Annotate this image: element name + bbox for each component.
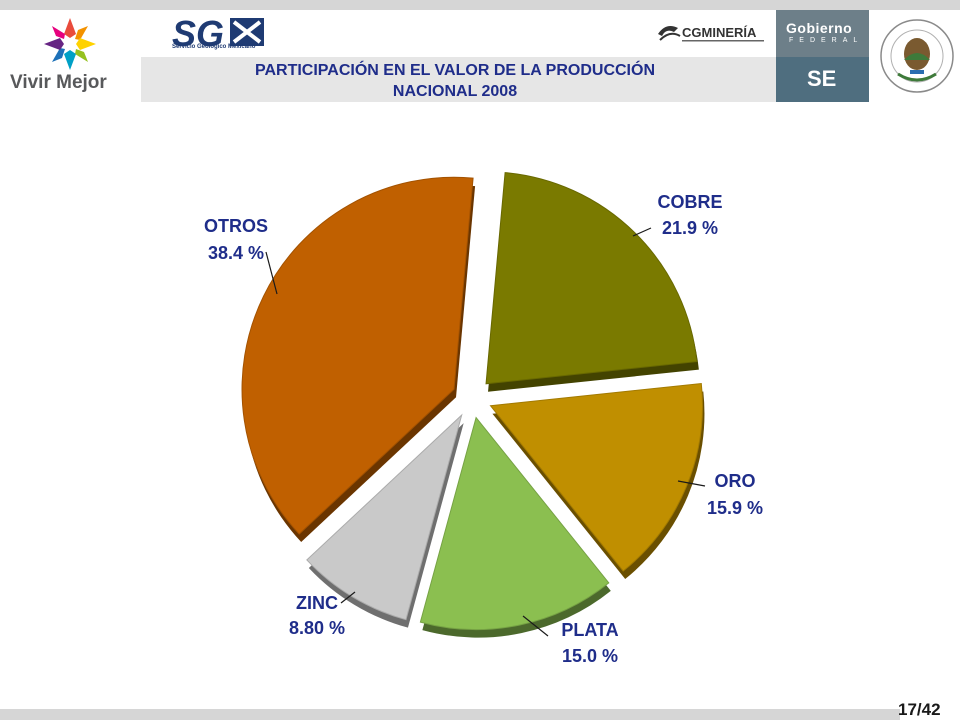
sgm-label: Servicio Geológico Mexicano: [172, 44, 256, 50]
slide-title: PARTICIPACIÓN EN EL VALOR DE LA PRODUCCI…: [160, 60, 750, 102]
gobierno-federal-top: [776, 10, 869, 57]
vivir-mejor-logo-icon: [44, 18, 96, 70]
top-border-strip: [0, 0, 960, 10]
federal-label: FEDERAL: [789, 37, 864, 44]
leader-line-zinc: [340, 591, 356, 604]
bottom-border-strip: [0, 709, 900, 720]
mexico-seal-icon: [880, 19, 954, 93]
pie-slice-oro: [489, 382, 703, 572]
slice-value-oro: 15.9 %: [707, 498, 763, 518]
cgmineria-label: CGMINERÍA: [682, 25, 757, 40]
slice-label-oro: ORO: [714, 471, 755, 491]
leader-line-otros: [265, 251, 278, 295]
slide-title-line2: NACIONAL 2008: [392, 83, 518, 100]
header-gray-left: [141, 57, 188, 102]
leader-line-oro: [677, 480, 706, 487]
svg-text:SG: SG: [172, 13, 224, 54]
pie-slice-otros: [241, 176, 474, 535]
leader-line-cobre: [632, 227, 652, 237]
slice-label-plata: PLATA: [561, 620, 618, 640]
slice-label-otros: OTROS: [204, 216, 268, 236]
cgmineria-logo-icon: CGMINERÍA: [658, 25, 764, 42]
slice-value-plata: 15.0 %: [562, 646, 618, 666]
gobierno-label: Gobierno: [786, 20, 853, 36]
slice-value-otros: 38.4 %: [208, 243, 264, 263]
header-gray-bar: [188, 57, 776, 102]
slice-label-zinc: ZINC: [296, 593, 338, 613]
slice-value-cobre: 21.9 %: [662, 218, 718, 238]
leader-line-plata: [522, 615, 549, 637]
page-number: 17/42: [898, 700, 941, 719]
slice-value-zinc: 8.80 %: [289, 618, 345, 638]
pie-slice-cobre: [485, 172, 698, 385]
sgm-logo-icon: SG: [172, 13, 264, 54]
slice-label-cobre: COBRE: [657, 192, 722, 212]
slide-title-line1: PARTICIPACIÓN EN EL VALOR DE LA PRODUCCI…: [254, 62, 655, 79]
se-label: SE: [807, 66, 837, 91]
vivir-mejor-label: Vivir Mejor: [10, 72, 107, 93]
pie-slice-plata: [419, 416, 610, 631]
pie-slice-zinc: [306, 413, 463, 621]
